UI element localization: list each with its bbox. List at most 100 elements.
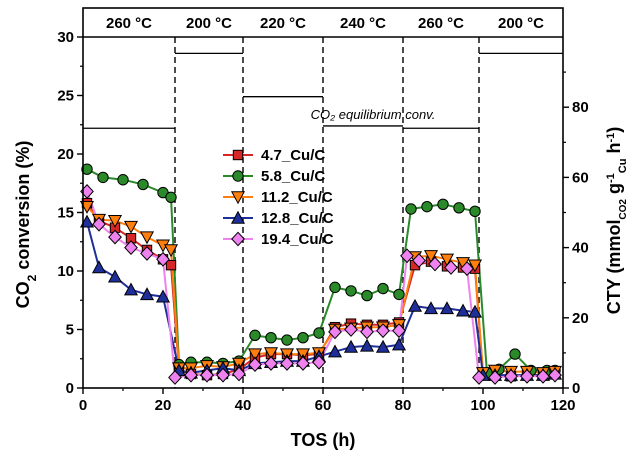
series-4-point-11 (248, 357, 262, 373)
y-left-base: CO (13, 281, 33, 308)
series-4-point-28 (504, 368, 518, 384)
temperature-label-2: 220 °C (260, 15, 306, 32)
legend-marker-4 (231, 231, 245, 247)
temperature-label-4: 260 °C (418, 15, 464, 32)
series-3-point-16 (327, 344, 343, 358)
series-1-point-17 (345, 285, 357, 297)
y-right-sub2: Cu (617, 159, 629, 174)
temperature-label-3: 240 °C (340, 15, 386, 32)
y-right-mid: g (604, 183, 624, 199)
legend: 4.7_Cu/C 5.8_Cu/C 11.2_Cu/C 12.8_Cu/C 19.4_C… (223, 147, 334, 248)
y-left-tick-label-3: 15 (57, 205, 74, 222)
legend-label-0: 4.7_Cu/C (261, 147, 325, 164)
series-4-point-22 (412, 253, 426, 268)
series-4-point-29 (520, 368, 534, 384)
y-right-tick-label-2: 40 (572, 240, 589, 257)
series-1-point-11 (249, 329, 261, 342)
y-right-end: h (604, 143, 624, 159)
temperature-label-1: 200 °C (186, 15, 232, 32)
series-2-point-4 (139, 231, 155, 245)
legend-marker-1 (232, 170, 244, 182)
x-tick-label-1: 20 (155, 397, 172, 414)
y-right-sub1: CO2 (618, 199, 629, 220)
series-4-point-2 (108, 229, 122, 245)
series-4-point-10 (232, 366, 246, 382)
series-2-point-24 (439, 253, 455, 267)
series-1-point-14 (297, 331, 309, 344)
legend-label-1: 5.8_Cu/C (261, 168, 325, 185)
series-3-point-24 (455, 303, 471, 317)
temperature-labels: 260 °C 200 °C 220 °C 240 °C 260 °C 200 °C (106, 15, 544, 32)
series-4-point-12 (264, 355, 278, 371)
x-tick-label-4: 80 (395, 397, 412, 414)
x-tick-label-0: 0 (79, 397, 87, 414)
x-tick-label-3: 60 (315, 397, 332, 414)
y-right-sup1: -1 (605, 173, 617, 183)
series-2-point-0 (79, 200, 95, 214)
equilibrium-lines (83, 52, 563, 129)
series-4-point-14 (296, 355, 310, 371)
y-left-tick-label-2: 10 (57, 263, 74, 280)
series-2-point-26 (467, 259, 483, 273)
y-left-tick-label-0: 0 (66, 380, 74, 397)
series-2-point-2 (107, 214, 123, 228)
series-4-point-9 (216, 367, 230, 383)
series-2-point-3 (123, 220, 139, 234)
series-1-point-15 (313, 327, 325, 339)
y-right-sup2: -1 (605, 133, 617, 143)
series-4-point-19 (376, 323, 390, 339)
series-1-point-13 (281, 334, 293, 346)
series-4-point-18 (360, 324, 374, 340)
legend-label-4: 19.4_Cu/C (261, 231, 334, 248)
series-3-point-25 (467, 304, 483, 318)
y-right-tick-label-0: 0 (572, 380, 580, 397)
series-1-point-25 (469, 205, 481, 218)
series-3-point-2 (107, 269, 123, 283)
x-axis-title: TOS (h) (291, 430, 356, 450)
y-left-tick-label-6: 30 (57, 29, 74, 46)
x-tick-label-6: 120 (550, 397, 575, 414)
series-0-point-6 (165, 259, 177, 271)
series-4-point-20 (392, 323, 406, 339)
y-right-text: CTY (mmol (604, 220, 624, 315)
legend-label-3: 12.8_Cu/C (261, 210, 334, 227)
series-4-point-17 (344, 322, 358, 337)
series-3-point-3 (123, 282, 139, 296)
series-2-point-12 (247, 348, 263, 362)
series-1-point-19 (377, 282, 389, 295)
series-4-point-27 (488, 370, 502, 385)
series-1-point-1 (97, 171, 109, 184)
series-3-point-23 (439, 301, 455, 315)
series-3-point-4 (139, 287, 155, 301)
y-axis-right-title: CTY (mmolCO2 g-1Cu h-1) (604, 127, 629, 314)
series-4-point-5 (156, 251, 170, 267)
series-1-point-20 (393, 288, 405, 301)
series-3-point-19 (375, 339, 391, 353)
series-1-point-5 (165, 191, 177, 203)
series-4-point-3 (124, 240, 138, 256)
series-4-point-1 (92, 216, 106, 232)
y-left-sub: 2 (25, 274, 39, 281)
series-4-point-6 (168, 370, 182, 385)
y-right-tick-label-4: 80 (572, 99, 589, 116)
y-right-close: ) (604, 127, 624, 133)
series-4-point-30 (536, 368, 550, 384)
series-4-point-8 (200, 367, 214, 383)
series-line-4 (86, 191, 556, 379)
y-right-tick-label-1: 20 (572, 310, 589, 327)
series-4-point-25 (460, 261, 474, 277)
series-3-point-20 (391, 337, 407, 351)
series-4-point-31 (548, 367, 562, 383)
series-3-point-22 (423, 301, 439, 315)
series-3-point-0 (79, 214, 95, 228)
series-4-point-21 (400, 248, 414, 264)
series-4-point-26 (472, 370, 486, 385)
legend-label-2: 11.2_Cu/C (261, 189, 333, 206)
series-2-point-6 (163, 244, 179, 258)
temperature-label-0: 260 °C (106, 15, 152, 32)
series-4-point-23 (428, 256, 442, 272)
y-axis-left-title: CO2 conversion (%) (13, 141, 39, 309)
series-3-point-1 (91, 260, 107, 274)
series-3-point-21 (407, 298, 423, 312)
